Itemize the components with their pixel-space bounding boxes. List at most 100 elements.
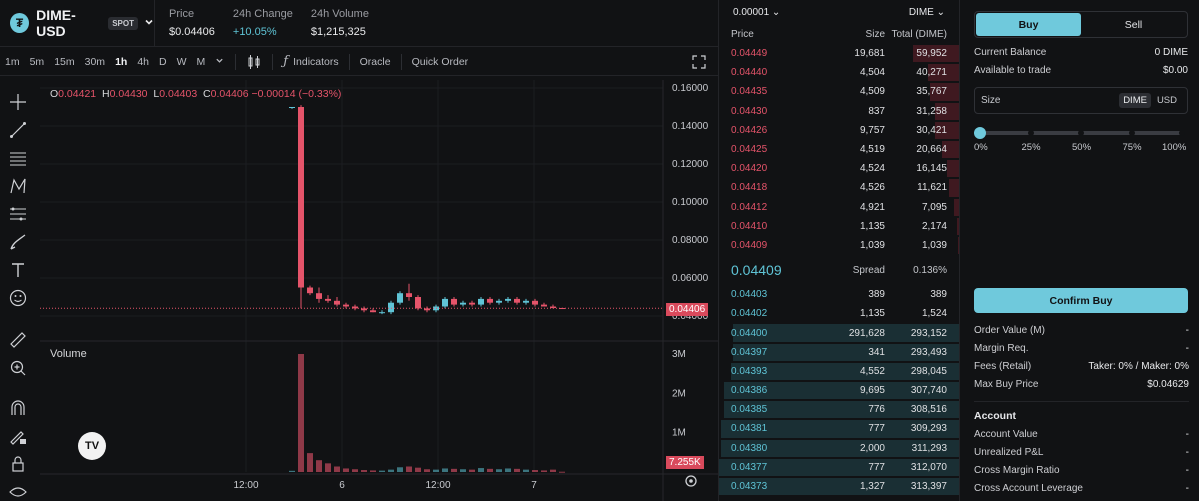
- slider-knob[interactable]: [974, 127, 986, 139]
- unit-usd-button[interactable]: USD: [1156, 95, 1177, 106]
- price-chart[interactable]: 0.16000 0.14000 0.12000 0.10000 0.08000 0.060…: [40, 80, 718, 501]
- volume-bar[interactable]: [523, 469, 529, 472]
- candle-body[interactable]: [388, 302, 394, 313]
- chart-canvas[interactable]: 0.16000 0.14000 0.12000 0.10000 0.08000 0.060…: [40, 80, 718, 501]
- bid-row[interactable]: 0.04386 9,695 307,740: [719, 381, 959, 400]
- volume-bar[interactable]: [397, 467, 403, 472]
- text-icon[interactable]: [8, 260, 28, 280]
- timeframe-5m[interactable]: 5m: [29, 55, 45, 68]
- candle-body[interactable]: [460, 302, 466, 305]
- candle-body[interactable]: [307, 287, 313, 294]
- timeframe-d[interactable]: D: [159, 55, 167, 68]
- volume-bar[interactable]: [415, 467, 421, 472]
- volume-bar[interactable]: [343, 468, 349, 472]
- volume-bar[interactable]: [532, 470, 538, 472]
- ruler-icon[interactable]: [8, 330, 28, 350]
- chart-settings-icon[interactable]: [684, 474, 698, 491]
- volume-bar[interactable]: [460, 469, 466, 472]
- candle-body[interactable]: [406, 293, 412, 297]
- timeframe-chevron-icon[interactable]: [210, 56, 229, 68]
- fullscreen-icon[interactable]: [688, 54, 710, 69]
- timeframe-4h[interactable]: 4h: [137, 55, 150, 68]
- candle-body[interactable]: [496, 300, 502, 303]
- sell-tab[interactable]: Sell: [1124, 18, 1143, 31]
- volume-bar[interactable]: [298, 354, 304, 472]
- confirm-buy-button[interactable]: Confirm Buy: [974, 288, 1188, 313]
- candle-body[interactable]: [316, 293, 322, 299]
- candle-body[interactable]: [343, 304, 349, 307]
- brush-icon[interactable]: [8, 232, 28, 252]
- candle-body[interactable]: [379, 312, 385, 314]
- size-input[interactable]: Size DIME USD: [974, 87, 1188, 114]
- bid-row[interactable]: 0.04402 1,135 1,524: [719, 304, 959, 323]
- size-slider[interactable]: [974, 126, 1188, 140]
- ask-row[interactable]: 0.04449 19,681 59,952: [719, 44, 959, 63]
- ask-row[interactable]: 0.04426 9,757 30,421: [719, 121, 959, 140]
- candle-body[interactable]: [523, 300, 529, 303]
- tick-size-select[interactable]: 0.00001 ⌄: [733, 6, 781, 18]
- candle-body[interactable]: [352, 306, 358, 309]
- quick-order-button[interactable]: Quick Order: [411, 55, 469, 68]
- timeframe-30m[interactable]: 30m: [84, 55, 106, 68]
- slider-stop[interactable]: [1179, 130, 1185, 136]
- volume-bar[interactable]: [379, 470, 385, 472]
- candle-body[interactable]: [505, 298, 511, 301]
- ask-row[interactable]: 0.04435 4,509 35,767: [719, 82, 959, 101]
- timeframe-1h[interactable]: 1h: [115, 55, 128, 68]
- projection-icon[interactable]: [8, 204, 28, 224]
- ask-row[interactable]: 0.04412 4,921 7,095: [719, 198, 959, 217]
- candle-body[interactable]: [487, 298, 493, 303]
- magnet-icon[interactable]: [8, 398, 28, 418]
- volume-bar[interactable]: [361, 470, 367, 472]
- volume-bar[interactable]: [325, 463, 331, 472]
- volume-bar[interactable]: [433, 469, 439, 472]
- indicators-button[interactable]: ƒ Indicators: [279, 54, 342, 69]
- candle-body[interactable]: [325, 298, 331, 301]
- market-selector[interactable]: ₮ DIME-USD SPOT: [0, 0, 155, 46]
- ask-row[interactable]: 0.04409 1,039 1,039: [719, 236, 959, 255]
- candle-body[interactable]: [478, 298, 484, 305]
- candle-body[interactable]: [298, 107, 304, 288]
- bid-row[interactable]: 0.04393 4,552 298,045: [719, 362, 959, 381]
- candle-body[interactable]: [514, 298, 520, 303]
- candle-style-icon[interactable]: [242, 54, 266, 70]
- candle-body[interactable]: [397, 293, 403, 303]
- volume-bar[interactable]: [478, 468, 484, 472]
- candle-body[interactable]: [541, 304, 547, 307]
- volume-bar[interactable]: [559, 471, 565, 473]
- candle-body[interactable]: [334, 300, 340, 305]
- candle-body[interactable]: [532, 300, 538, 305]
- volume-bar[interactable]: [307, 453, 313, 472]
- timeframe-w[interactable]: W: [176, 55, 187, 68]
- lock-drawing-icon[interactable]: [8, 426, 28, 446]
- volume-bar[interactable]: [496, 469, 502, 472]
- volume-bar[interactable]: [406, 466, 412, 472]
- zoom-icon[interactable]: [8, 358, 28, 378]
- ask-row[interactable]: 0.04418 4,526 11,621: [719, 178, 959, 197]
- bid-row[interactable]: 0.04403 389 389: [719, 285, 959, 304]
- ask-row[interactable]: 0.04410 1,135 2,174: [719, 217, 959, 236]
- ask-row[interactable]: 0.04440 4,504 40,271: [719, 63, 959, 82]
- volume-bar[interactable]: [451, 468, 457, 472]
- volume-bar[interactable]: [505, 468, 511, 472]
- fib-icon[interactable]: [8, 148, 28, 168]
- slider-stop[interactable]: [1078, 130, 1084, 136]
- bid-row[interactable]: 0.04381 777 309,293: [719, 419, 959, 438]
- oracle-button[interactable]: Oracle: [359, 55, 391, 68]
- crosshair-icon[interactable]: [8, 92, 28, 112]
- candle-body[interactable]: [469, 302, 475, 305]
- candle-body[interactable]: [289, 107, 295, 108]
- pattern-icon[interactable]: [8, 176, 28, 196]
- ask-row[interactable]: 0.04425 4,519 20,664: [719, 140, 959, 159]
- timeframe-15m[interactable]: 15m: [54, 55, 75, 68]
- timeframe-m[interactable]: M: [196, 55, 206, 68]
- bid-row[interactable]: 0.04385 776 308,516: [719, 400, 959, 419]
- candle-body[interactable]: [370, 310, 376, 313]
- unit-dime-button[interactable]: DIME: [1119, 93, 1151, 108]
- bid-row[interactable]: 0.04400 291,628 293,152: [719, 323, 959, 342]
- timeframe-1m[interactable]: 1m: [5, 55, 20, 68]
- candle-body[interactable]: [442, 298, 448, 307]
- volume-bar[interactable]: [541, 470, 547, 472]
- tradingview-logo[interactable]: TV: [78, 432, 106, 460]
- candle-body[interactable]: [550, 306, 556, 309]
